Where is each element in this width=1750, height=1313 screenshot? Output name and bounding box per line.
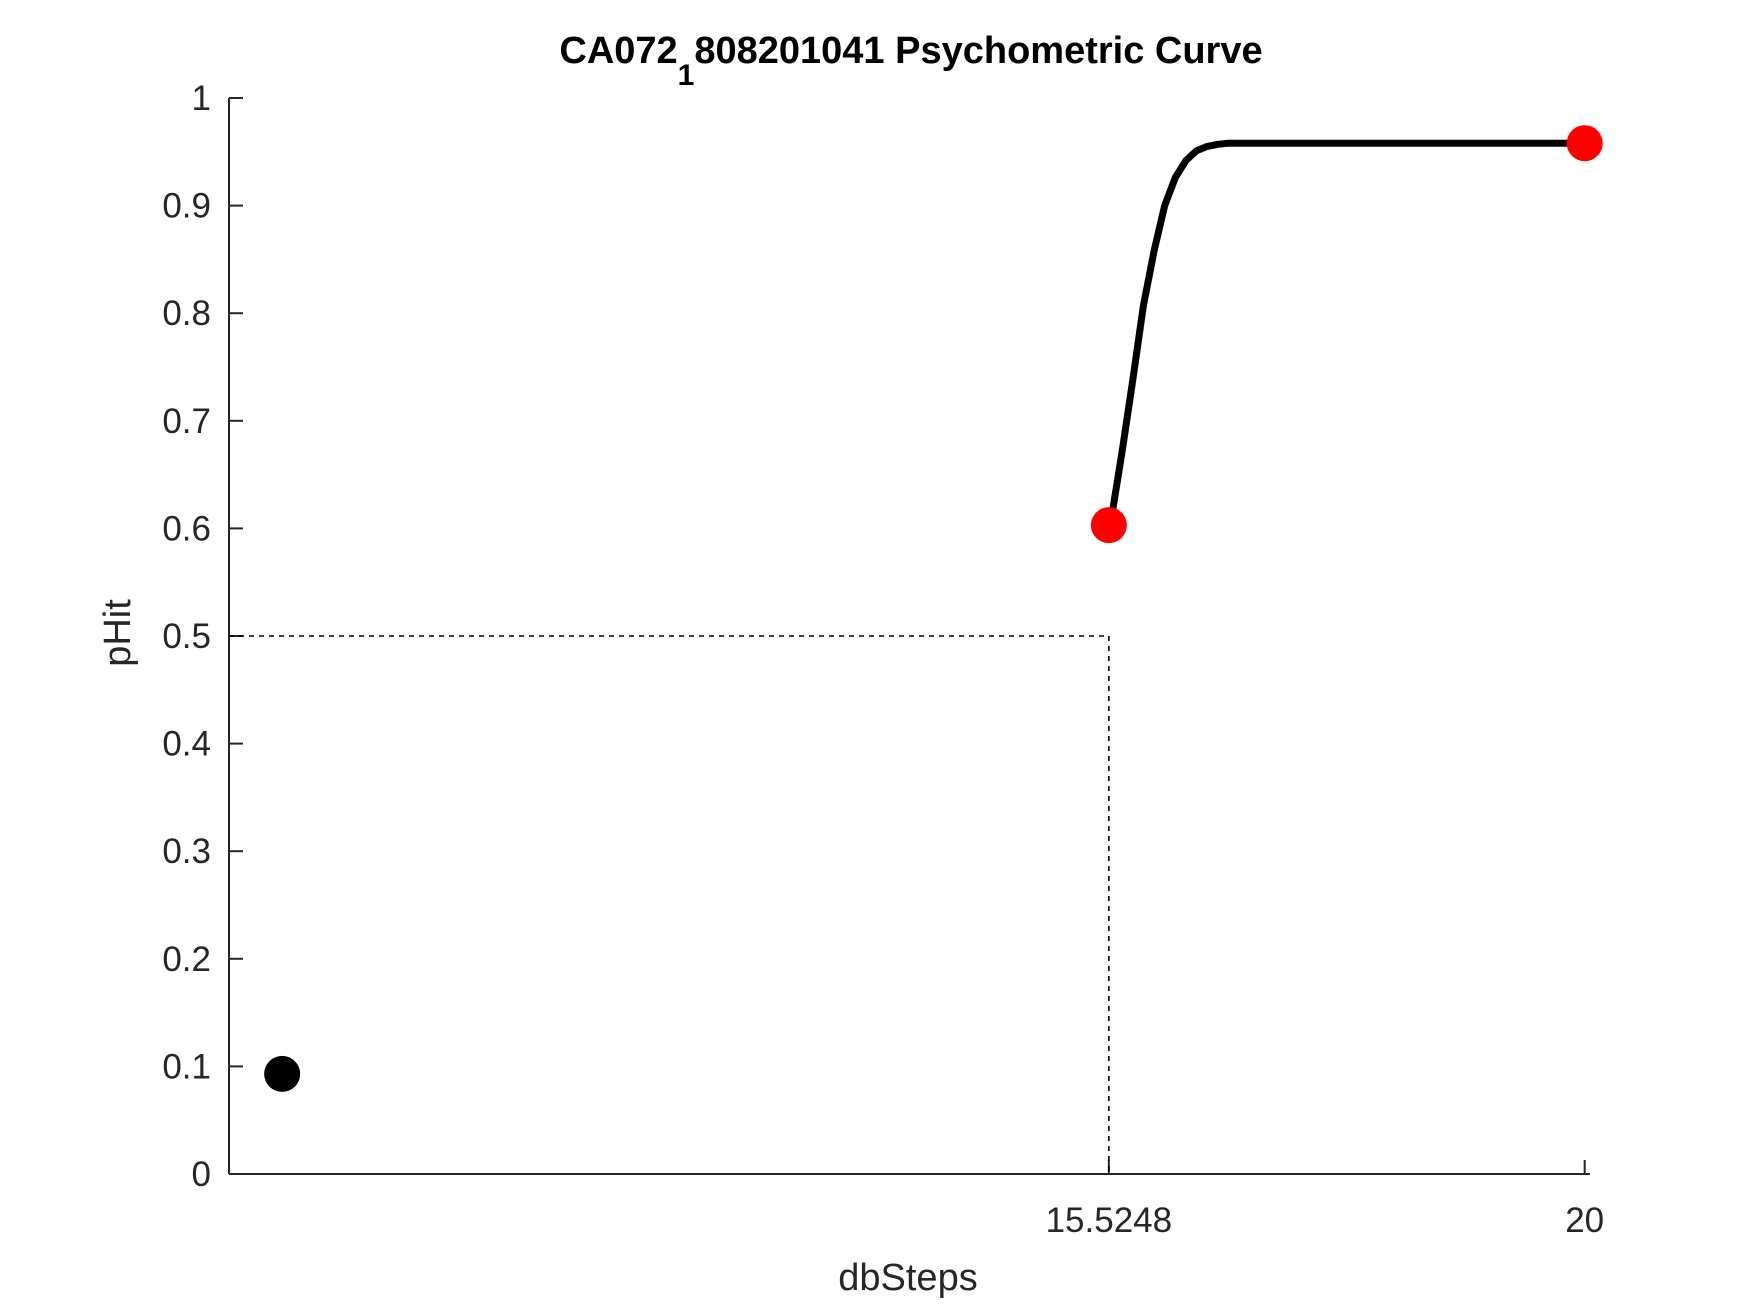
y-tick-label: 0.5 <box>162 617 211 656</box>
y-tick-label: 0.2 <box>162 940 211 979</box>
fit-curve-line <box>1108 139 1589 522</box>
y-tick-label: 0.4 <box>162 725 211 764</box>
chart-title: CA0721808201041 Psychometric Curve <box>559 30 1262 92</box>
chart-title-rest: 808201041 Psychometric Curve <box>694 30 1262 72</box>
chart-title-subscript: 1 <box>678 59 695 92</box>
data-point-marker <box>264 1055 301 1092</box>
y-tick-label: 0.7 <box>162 402 211 441</box>
marks-group <box>229 125 1603 1174</box>
y-tick-label: 0.1 <box>162 1047 211 1086</box>
y-tick-label: 0.3 <box>162 832 211 871</box>
fit-endpoint-marker <box>1566 125 1603 162</box>
fit-endpoint-marker <box>1090 507 1127 544</box>
y-tick-label: 0.8 <box>162 294 211 333</box>
x-axis-label: dbSteps <box>838 1257 977 1299</box>
y-axis-label: pHit <box>97 599 139 667</box>
y-tick-label: 0 <box>192 1155 211 1194</box>
chart-title-main: CA072 <box>559 30 677 72</box>
y-tick-label: 0.9 <box>162 187 211 226</box>
y-tick-label: 1 <box>192 79 211 118</box>
tick-group: 0 0.1 0.2 0.3 0.4 0.5 0.6 0.7 0.8 0.9 1 15.5248 20 <box>162 79 1604 1240</box>
x-tick-label: 20 <box>1565 1201 1604 1240</box>
x-tick-label: 15.5248 <box>1046 1201 1173 1240</box>
y-tick-label: 0.6 <box>162 509 211 548</box>
